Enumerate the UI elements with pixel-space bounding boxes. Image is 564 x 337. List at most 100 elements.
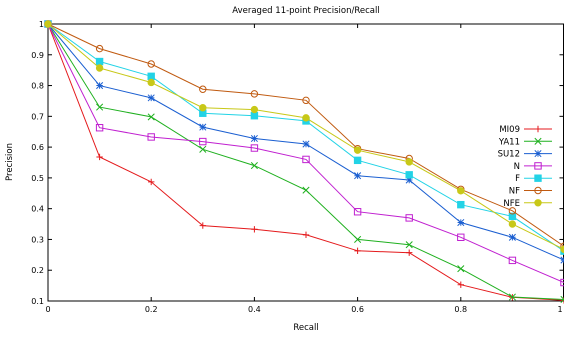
- y-tick-label: 1: [39, 20, 44, 29]
- legend-label: F: [515, 174, 520, 184]
- data-point-nfe: [302, 114, 310, 122]
- series-n: [44, 20, 564, 287]
- legend-label: NF: [509, 187, 520, 197]
- legend: MI09 YA11 SU12 NF NF NFE: [498, 125, 552, 209]
- data-point-f: [95, 57, 104, 66]
- legend-label: MI09: [499, 125, 520, 135]
- data-point-nfe: [353, 146, 362, 154]
- data-point-nfe: [508, 220, 517, 228]
- x-tick-label: 0.6: [351, 305, 364, 314]
- legend-marker: [534, 162, 542, 170]
- data-point-nf: [147, 60, 155, 68]
- data-point-su12: [147, 94, 155, 102]
- series-mi09: [44, 20, 564, 304]
- legend-marker: [534, 199, 542, 207]
- legend-item-n: N: [514, 162, 552, 172]
- y-tick-label: 0.3: [31, 235, 44, 244]
- series-line-f: [47, 23, 564, 252]
- legend-label: NFE: [503, 199, 520, 209]
- series-line-n: [47, 23, 564, 283]
- legend-item-f: F: [515, 174, 552, 184]
- y-tick-label: 0.4: [31, 205, 44, 214]
- x-tick-label: 0: [45, 305, 50, 314]
- y-tick-label: 0.9: [31, 51, 44, 60]
- data-point-su12: [96, 82, 104, 90]
- data-point-ya11: [560, 295, 564, 304]
- data-point-nf: [508, 207, 517, 215]
- data-point-su12: [354, 172, 362, 180]
- legend-marker: [534, 186, 542, 195]
- data-point-n: [199, 137, 207, 146]
- data-point-ya11: [250, 162, 258, 170]
- data-point-su12: [302, 140, 310, 148]
- data-point-n: [147, 133, 155, 141]
- data-point-mi09: [199, 222, 206, 229]
- data-point-nfe: [250, 105, 259, 114]
- x-tick-label: 0.2: [145, 305, 158, 314]
- data-point-ya11: [457, 265, 465, 273]
- data-point-su12: [457, 218, 465, 227]
- data-point-ya11: [96, 103, 104, 111]
- x-tick-label: 0.8: [454, 305, 467, 314]
- data-point-mi09: [302, 231, 310, 239]
- data-point-nfe: [405, 158, 413, 166]
- data-point-nfe: [199, 104, 207, 112]
- data-point-ya11: [147, 113, 155, 121]
- series-ya11: [44, 20, 564, 304]
- series-nfe: [44, 20, 564, 253]
- data-point-mi09: [406, 249, 413, 256]
- series-nf: [44, 20, 564, 250]
- y-tick-label: 0.1: [31, 297, 44, 306]
- legend-item-su12: SU12: [498, 150, 552, 160]
- data-point-f: [147, 72, 155, 81]
- legend-marker: [534, 174, 542, 182]
- data-point-f: [250, 112, 259, 120]
- data-point-ya11: [354, 235, 362, 243]
- data-point-mi09: [96, 153, 103, 161]
- data-point-mi09: [148, 178, 155, 186]
- chart-title: Averaged 11-point Precision/Recall: [232, 6, 379, 16]
- data-point-f: [508, 212, 517, 221]
- y-axis-label: Precision: [5, 143, 15, 181]
- data-point-su12: [250, 134, 258, 143]
- x-axis-label: Recall: [293, 323, 318, 333]
- data-point-nf: [250, 90, 259, 98]
- legend-item-mi09: MI09: [499, 125, 552, 135]
- data-point-su12: [508, 233, 516, 241]
- series-line-ya11: [47, 23, 564, 300]
- data-point-f: [353, 156, 362, 165]
- data-point-nf: [95, 44, 104, 53]
- data-point-ya11: [508, 293, 516, 301]
- data-point-f: [405, 171, 413, 179]
- data-point-nfe: [44, 20, 52, 28]
- legend-item-ya11: YA11: [498, 137, 552, 147]
- legend-label: YA11: [498, 137, 520, 147]
- y-tick-label: 0.6: [31, 143, 44, 152]
- data-point-n: [302, 155, 310, 164]
- data-point-nf: [199, 85, 207, 93]
- data-point-n: [353, 208, 362, 216]
- data-point-n: [508, 256, 517, 265]
- data-point-n: [405, 214, 413, 222]
- data-point-nfe: [95, 64, 104, 72]
- data-point-nf: [302, 96, 310, 105]
- data-point-f: [457, 200, 465, 209]
- data-point-mi09: [251, 226, 258, 233]
- y-tick-label: 0.7: [31, 112, 44, 121]
- data-point-mi09: [560, 297, 564, 304]
- series-line-nf: [47, 23, 564, 247]
- data-point-su12: [405, 176, 413, 184]
- data-point-nfe: [147, 78, 155, 87]
- legend-item-nfe: NFE: [503, 199, 552, 209]
- legend-marker: [534, 137, 542, 145]
- series-su12: [44, 20, 564, 264]
- y-tick-label: 0.5: [31, 174, 44, 183]
- legend-item-nf: NF: [509, 187, 552, 197]
- data-point-ya11: [199, 145, 207, 153]
- legend-marker: [534, 150, 542, 158]
- legend-label: SU12: [498, 150, 520, 160]
- data-point-nfe: [457, 187, 465, 195]
- data-point-mi09: [457, 281, 464, 288]
- series-line-nfe: [47, 23, 564, 250]
